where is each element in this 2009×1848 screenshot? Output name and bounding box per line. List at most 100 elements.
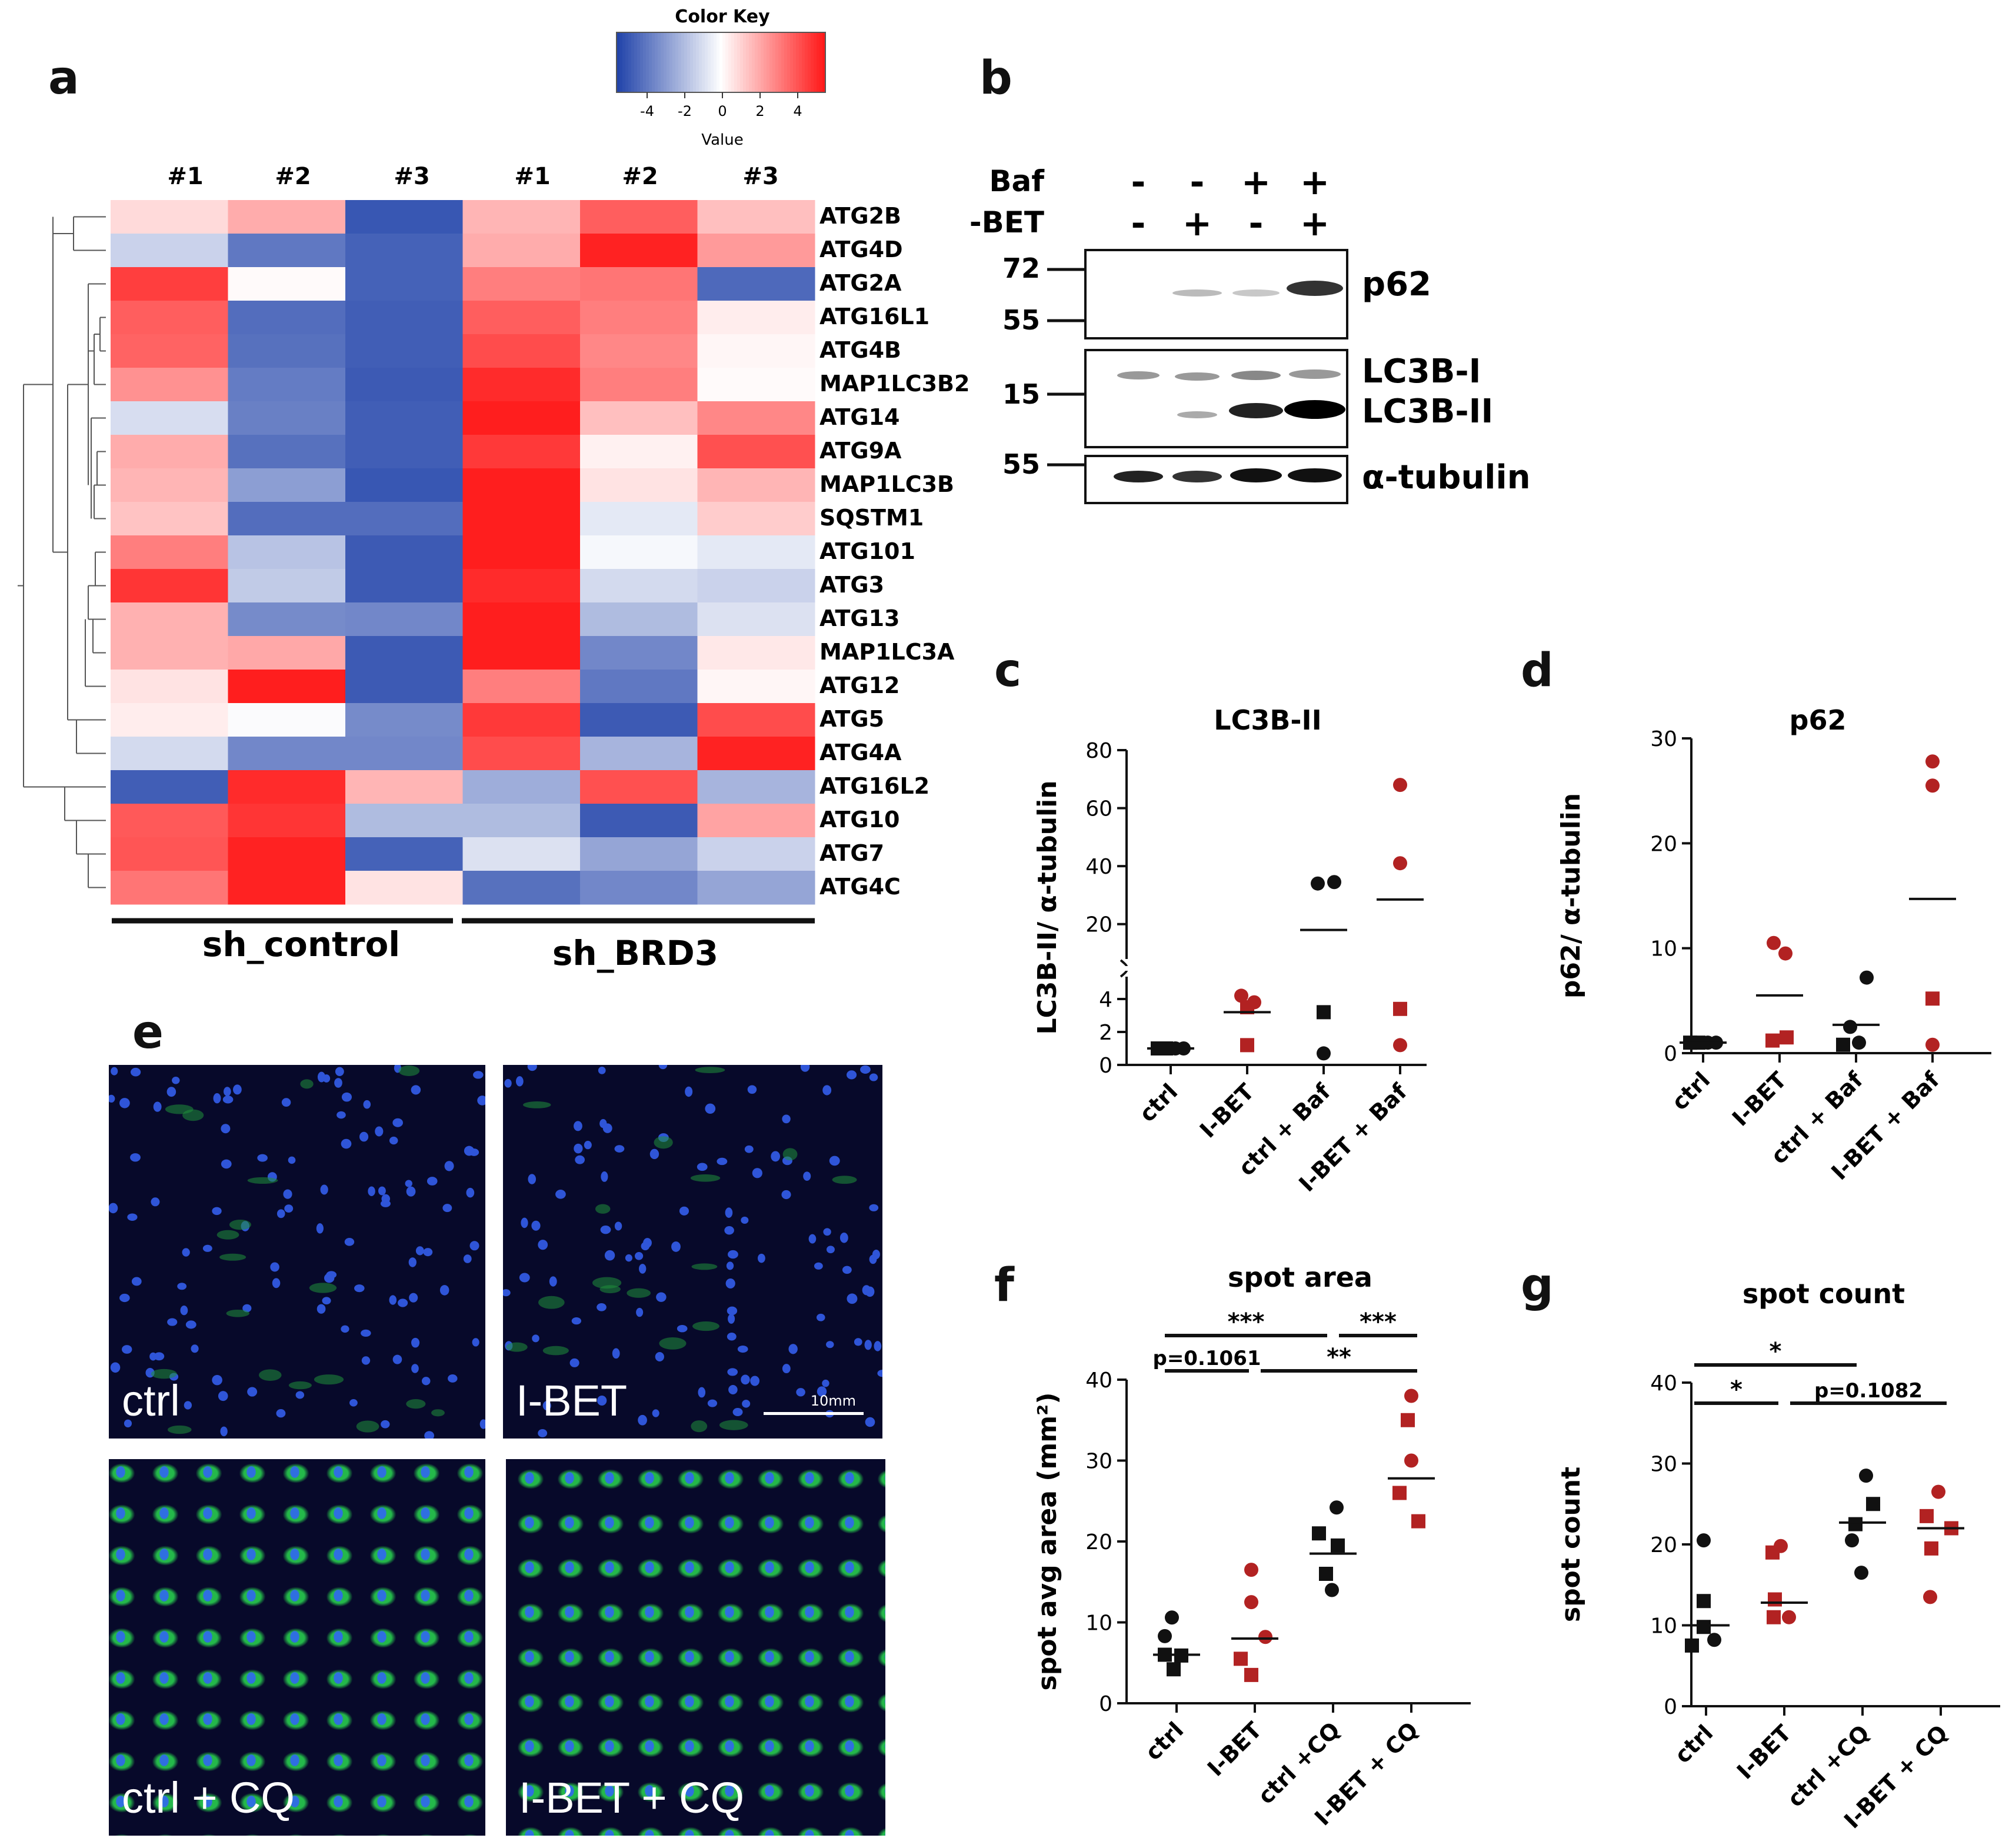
- autophagy-signal: [288, 1381, 312, 1390]
- treatment-baf-label: Baf: [989, 164, 1045, 198]
- nucleus: [324, 1273, 335, 1283]
- band-label-tubulin: α-tubulin: [1362, 458, 1531, 497]
- nucleus: [814, 1262, 823, 1270]
- heatmap-cell: [580, 703, 698, 737]
- nucleus: [655, 1352, 664, 1362]
- lc3b-blot-box: [1084, 349, 1348, 448]
- y-tick-label: 60: [1085, 797, 1112, 821]
- autophagy-signal: [719, 1420, 748, 1430]
- autophagy-signal: [229, 1219, 251, 1230]
- heatmap-cell: [462, 368, 581, 402]
- nucleus: [361, 1356, 371, 1365]
- data-point: [1707, 1633, 1721, 1647]
- nucleus: [705, 1103, 716, 1114]
- nucleus: [538, 1429, 548, 1437]
- nucleus: [182, 1248, 190, 1257]
- color-key-segment: [775, 32, 779, 92]
- color-key-segment: [649, 32, 652, 92]
- p62-bands: [1172, 281, 1343, 297]
- nucleus: [130, 1153, 141, 1162]
- data-point: [1866, 1497, 1880, 1511]
- color-key-segment: [737, 32, 741, 92]
- data-point: [1311, 876, 1325, 891]
- heatmap-cell: [580, 502, 698, 536]
- y-axis-label: spot count: [1556, 1467, 1586, 1622]
- autophagy-signal: [832, 1176, 857, 1184]
- panel-label-e: e: [132, 1006, 164, 1059]
- panel-label-a: a: [48, 52, 79, 105]
- heatmap-cell: [228, 569, 346, 603]
- color-key-segment: [746, 32, 749, 92]
- color-key-segment: [819, 32, 823, 92]
- autophagy-signal: [300, 1079, 314, 1089]
- data-point: [1765, 1545, 1780, 1560]
- autophagy-signal: [692, 1321, 719, 1331]
- heatmap-cell: [345, 200, 463, 234]
- x-tick-label: ctrl: [1670, 1720, 1718, 1768]
- gene-label: ATG4B: [819, 337, 901, 363]
- panel-label-d: d: [1521, 644, 1554, 697]
- color-key-title: Color Key: [675, 6, 770, 27]
- data-point: [1782, 1610, 1796, 1624]
- nucleus: [124, 1419, 132, 1428]
- nucleus: [442, 1204, 452, 1213]
- data-point: [1244, 1595, 1258, 1610]
- heatmap-column-labels: #1 #2 #3 #1 #2 #3: [167, 163, 778, 190]
- autophagy-signal: [356, 1420, 379, 1433]
- nucleus: [119, 1293, 130, 1303]
- nucleus: [864, 1340, 872, 1350]
- color-key-segment: [696, 32, 699, 92]
- nucleus: [191, 1344, 199, 1353]
- nucleus: [341, 1092, 352, 1102]
- nucleus: [571, 1317, 582, 1325]
- y-tick-label: 20: [1085, 1530, 1112, 1554]
- heatmap-cell: [697, 200, 815, 234]
- data-point: [1765, 1033, 1780, 1048]
- color-key-segment: [708, 32, 711, 92]
- nucleus: [423, 1248, 433, 1257]
- autophagy-signal: [659, 1337, 687, 1350]
- nucleus: [521, 1217, 528, 1228]
- heatmap-cell: [228, 636, 346, 670]
- gene-label: MAP1LC3B2: [819, 371, 969, 397]
- heatmap-cell: [345, 703, 463, 737]
- heatmap-cell: [345, 737, 463, 771]
- panel-label-b: b: [979, 52, 1012, 105]
- significance-label: p=0.1082: [1814, 1379, 1923, 1403]
- color-key-segment: [640, 32, 644, 92]
- heatmap-cell: [462, 535, 581, 570]
- heatmap-cell: [697, 502, 815, 536]
- heatmap-cell: [580, 804, 698, 838]
- autophagy-signal: [691, 1263, 718, 1270]
- heatmap-cell: [580, 670, 698, 704]
- autophagy-signal: [627, 1288, 651, 1298]
- treatment-sign: -: [1131, 203, 1146, 244]
- nucleus: [463, 1254, 472, 1263]
- heatmap-cell: [345, 770, 463, 804]
- lc3b-ii-bands: [1177, 400, 1345, 419]
- nucleus: [344, 1238, 355, 1246]
- nucleus: [281, 1098, 291, 1107]
- y-tick-label: 30: [1650, 727, 1677, 751]
- y-axis-label: spot avg area (mm²): [1032, 1393, 1062, 1691]
- color-key-segment: [769, 32, 773, 92]
- significance-label: ***: [1360, 1308, 1397, 1336]
- heatmap-cell: [228, 535, 346, 570]
- nucleus: [641, 1241, 650, 1251]
- data-point: [1923, 1590, 1937, 1604]
- data-point: [1330, 1500, 1344, 1515]
- heatmap-cell: [345, 837, 463, 871]
- nucleus: [185, 1320, 196, 1329]
- nucleus: [584, 1140, 592, 1150]
- color-key-segment: [799, 32, 802, 92]
- nucleus: [153, 1101, 162, 1112]
- heatmap-cell: [111, 200, 228, 234]
- heatmap-cell: [111, 401, 228, 435]
- heatmap-cell: [345, 401, 463, 435]
- color-key-segment: [643, 32, 647, 92]
- x-tick-label: I-BET: [1195, 1078, 1259, 1143]
- nucleus: [131, 1277, 142, 1286]
- data-point: [1393, 856, 1407, 871]
- nucleus: [727, 1368, 738, 1376]
